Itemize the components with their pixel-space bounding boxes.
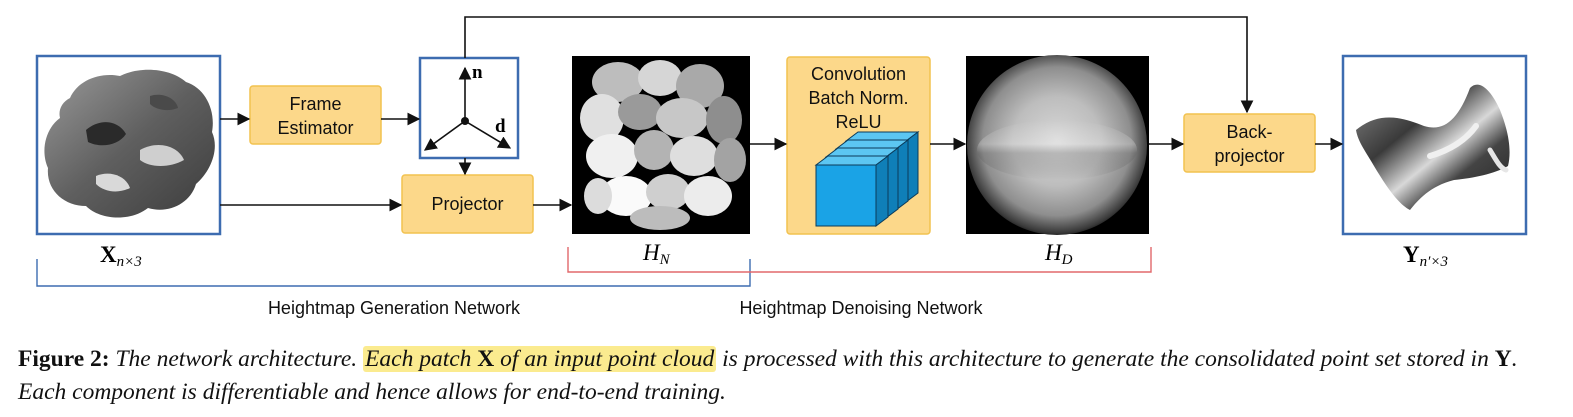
frame-estimator-block: Frame Estimator: [249, 85, 382, 145]
arrow-frame-to-back-projector: [464, 16, 1254, 114]
input-patch-panel: [35, 54, 222, 236]
frame-origin: [461, 117, 469, 125]
hd-heightmap-panel: [966, 55, 1149, 235]
input-highlight: [140, 145, 184, 166]
back-projector-label-line1: Back-: [1226, 122, 1272, 142]
third-axis-arrow: [423, 120, 466, 151]
frame-estimator-label-line1: Frame: [289, 94, 341, 114]
output-surface-highlight: [1487, 147, 1509, 173]
caption-text-part1: The network architecture.: [109, 346, 358, 372]
caption-highlight-part1: Each patch: [365, 346, 478, 372]
back-projector-label-line2: projector: [1214, 146, 1284, 166]
caption-highlight-part2: of an input point cloud: [494, 346, 715, 372]
figure-caption: Figure 2: The network architecture. Each…: [18, 343, 1563, 409]
output-label: Yn′×3: [1403, 242, 1448, 270]
flow-arrows: [220, 16, 1344, 212]
output-patch-panel: [1341, 54, 1528, 236]
back-projector-block: Back- projector: [1183, 113, 1316, 173]
figure-number: Figure 2:: [18, 346, 110, 372]
caption-highlight: Each patch X of an input point cloud: [363, 346, 717, 372]
projector-label: Projector: [431, 194, 503, 214]
architecture-diagram: Frame Estimator n d Projector: [35, 16, 1528, 318]
caption-text-part2: is processed with this architecture to g…: [716, 346, 1495, 372]
hn-heightmap-panel: [572, 56, 750, 234]
caption-symbol-x: X: [477, 346, 495, 372]
direction-axis-label: d: [495, 116, 506, 137]
frame-estimator-label-line2: Estimator: [277, 118, 353, 138]
batch-norm-label: Batch Norm.: [808, 88, 908, 108]
caption-symbol-y: Y: [1494, 346, 1512, 372]
input-shading: [150, 94, 178, 111]
convolution-label: Convolution: [811, 64, 906, 84]
local-frame-panel: n d: [418, 56, 520, 160]
hd-label: HD: [1044, 240, 1073, 268]
hn-heightmap-patches: [580, 60, 746, 230]
direction-axis-arrow: [464, 120, 512, 149]
hd-heightmap-band: [977, 120, 1137, 180]
denoising-network-bracket: [567, 247, 1152, 273]
output-surface-image: [1356, 84, 1510, 210]
convolution-block: Convolution Batch Norm. ReLU: [786, 56, 931, 235]
input-shading: [86, 122, 126, 146]
normal-axis-label: n: [472, 62, 483, 83]
caption-text-part3: . Each component is differentiable and h…: [18, 346, 1518, 405]
input-label: Xn×3: [100, 242, 142, 270]
denoising-network-label: Heightmap Denoising Network: [739, 298, 983, 318]
feature-maps-cube-icon: [814, 131, 920, 227]
input-highlight: [96, 173, 130, 192]
relu-label: ReLU: [835, 112, 881, 132]
projector-block: Projector: [401, 174, 534, 234]
output-surface-highlight: [1427, 123, 1479, 159]
hn-label: HN: [642, 240, 671, 268]
generation-network-label: Heightmap Generation Network: [268, 298, 521, 318]
